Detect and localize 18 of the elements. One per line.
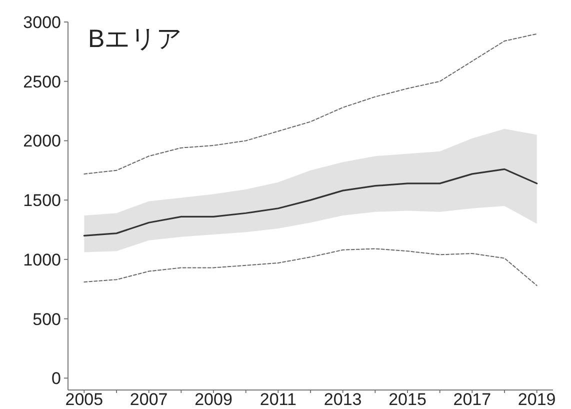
y-tick-label: 2000 (23, 132, 61, 151)
y-tick-label: 3000 (23, 13, 61, 32)
line-series (83, 168, 538, 236)
chart-title: Bエリア (88, 25, 183, 53)
line-series (84, 248, 538, 286)
y-tick-label: 2500 (23, 72, 61, 92)
x-tick-label: 2011 (260, 390, 296, 409)
x-tick-label: 2017 (453, 390, 492, 409)
x-tick-label: 2007 (130, 390, 168, 409)
y-tick-label: 1500 (23, 191, 61, 210)
x-tick-label: 2005 (65, 390, 104, 409)
x-tick-label: 2015 (388, 390, 426, 409)
y-tick-label: 1000 (23, 250, 61, 270)
y-tick-label: 0 (52, 369, 61, 388)
y-tick-label: 500 (32, 310, 61, 329)
x-tick-label: 2013 (324, 390, 362, 409)
x-tick-label: 2019 (518, 390, 556, 409)
x-tick-label: 2009 (194, 390, 232, 409)
